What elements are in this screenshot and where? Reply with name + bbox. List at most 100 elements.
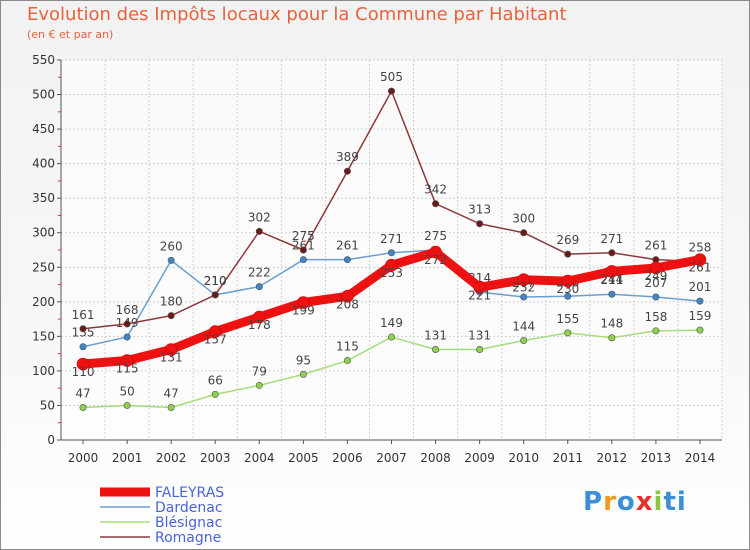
data-point-faleyras	[120, 354, 134, 367]
data-point-dardenac	[652, 293, 660, 301]
data-label-faleyras: 249	[644, 269, 667, 283]
x-tick-label: 2007	[376, 451, 407, 465]
y-tick-label: 300	[32, 226, 55, 240]
data-point-blesignac	[564, 329, 572, 337]
data-point-romagne	[608, 249, 616, 257]
y-tick-label: 400	[32, 157, 55, 171]
data-label-romagne: 302	[248, 210, 271, 224]
y-tick-label: 450	[32, 122, 55, 136]
data-point-blesignac	[211, 390, 219, 398]
y-tick-label: 50	[40, 398, 55, 412]
x-tick-label: 2004	[244, 451, 275, 465]
x-tick-label: 2000	[68, 451, 99, 465]
data-point-blesignac	[167, 404, 175, 412]
data-label-faleyras: 261	[689, 261, 712, 275]
legend-label-dardenac: Dardenac	[155, 500, 223, 516]
chart-title: Evolution des Impôts locaux pour la Comm…	[27, 4, 567, 25]
data-label-blesignac: 159	[689, 309, 712, 323]
data-point-dardenac	[79, 343, 87, 351]
data-point-faleyras	[341, 289, 354, 303]
data-point-romagne	[564, 250, 572, 258]
data-point-romagne	[387, 87, 395, 95]
y-tick-label: 150	[32, 329, 55, 343]
data-label-romagne: 505	[380, 70, 403, 84]
data-label-faleyras: 230	[556, 282, 579, 296]
data-label-blesignac: 79	[252, 364, 267, 378]
data-label-blesignac: 155	[556, 312, 579, 326]
data-label-faleyras: 157	[204, 333, 227, 347]
data-label-faleyras: 208	[336, 297, 359, 311]
legend-label-blesignac: Blésignac	[155, 515, 222, 531]
data-point-faleyras	[297, 296, 310, 309]
data-point-romagne	[255, 227, 263, 235]
data-label-blesignac: 149	[380, 316, 403, 330]
data-label-faleyras: 115	[116, 362, 139, 376]
data-label-blesignac: 144	[512, 320, 535, 334]
data-label-blesignac: 115	[336, 340, 359, 354]
data-label-blesignac: 148	[600, 317, 623, 331]
y-tick-label: 350	[32, 191, 55, 205]
data-point-romagne	[520, 229, 528, 237]
data-label-romagne: 261	[644, 239, 667, 253]
data-label-blesignac: 50	[119, 384, 134, 398]
data-point-blesignac	[299, 370, 307, 378]
data-point-blesignac	[476, 345, 484, 353]
data-point-blesignac	[696, 326, 704, 334]
data-label-faleyras: 244	[600, 272, 623, 286]
data-label-faleyras: 253	[380, 266, 403, 280]
x-tick-label: 2012	[597, 451, 628, 465]
data-label-dardenac: 260	[160, 239, 183, 253]
data-label-dardenac: 201	[689, 280, 712, 294]
legend-label-romagne: Romagne	[155, 530, 221, 546]
data-point-blesignac	[343, 357, 351, 365]
data-point-faleyras	[561, 274, 575, 288]
data-label-dardenac: 261	[292, 239, 315, 253]
data-point-blesignac	[123, 401, 131, 409]
data-label-romagne: 342	[424, 183, 447, 197]
x-tick-label: 2014	[685, 451, 716, 465]
data-point-faleyras	[649, 261, 663, 275]
chart-subtitle: (en € et par an)	[27, 28, 114, 41]
data-label-romagne: 210	[204, 274, 227, 288]
data-point-blesignac	[255, 381, 263, 389]
data-point-romagne	[476, 220, 484, 228]
data-label-dardenac: 222	[248, 266, 271, 280]
data-point-romagne	[211, 291, 219, 299]
data-point-dardenac	[564, 292, 572, 300]
data-point-dardenac	[255, 283, 263, 291]
data-label-romagne: 180	[160, 295, 183, 309]
data-point-faleyras	[208, 325, 222, 338]
data-label-blesignac: 131	[424, 328, 447, 342]
y-tick-label: 0	[47, 433, 55, 447]
x-tick-label: 2013	[641, 451, 672, 465]
data-label-faleyras: 131	[160, 350, 183, 364]
data-point-romagne	[167, 312, 175, 320]
data-point-dardenac	[696, 297, 704, 305]
x-tick-label: 2010	[508, 451, 539, 465]
data-label-romagne: 313	[468, 203, 491, 217]
data-label-romagne: 389	[336, 150, 359, 164]
data-label-faleyras: 232	[512, 281, 535, 295]
data-label-romagne: 300	[512, 212, 535, 226]
x-tick-label: 2005	[288, 451, 319, 465]
x-tick-label: 2002	[156, 451, 187, 465]
data-point-faleyras	[252, 310, 266, 324]
data-label-faleyras: 199	[292, 304, 315, 318]
x-tick-label: 2001	[112, 451, 143, 465]
data-point-faleyras	[76, 357, 90, 371]
data-label-blesignac: 66	[208, 373, 223, 387]
data-point-romagne	[432, 200, 440, 208]
data-point-faleyras	[693, 253, 707, 266]
data-label-blesignac: 47	[164, 387, 179, 401]
data-label-dardenac: 271	[380, 232, 403, 246]
data-point-faleyras	[164, 343, 178, 356]
x-tick-label: 2008	[420, 451, 451, 465]
data-label-dardenac: 261	[336, 239, 359, 253]
data-label-dardenac: 210	[204, 274, 227, 288]
x-tick-label: 2006	[332, 451, 363, 465]
data-point-romagne	[343, 167, 351, 175]
data-point-faleyras	[605, 265, 619, 278]
data-point-blesignac	[79, 404, 87, 412]
data-point-faleyras	[517, 273, 531, 287]
